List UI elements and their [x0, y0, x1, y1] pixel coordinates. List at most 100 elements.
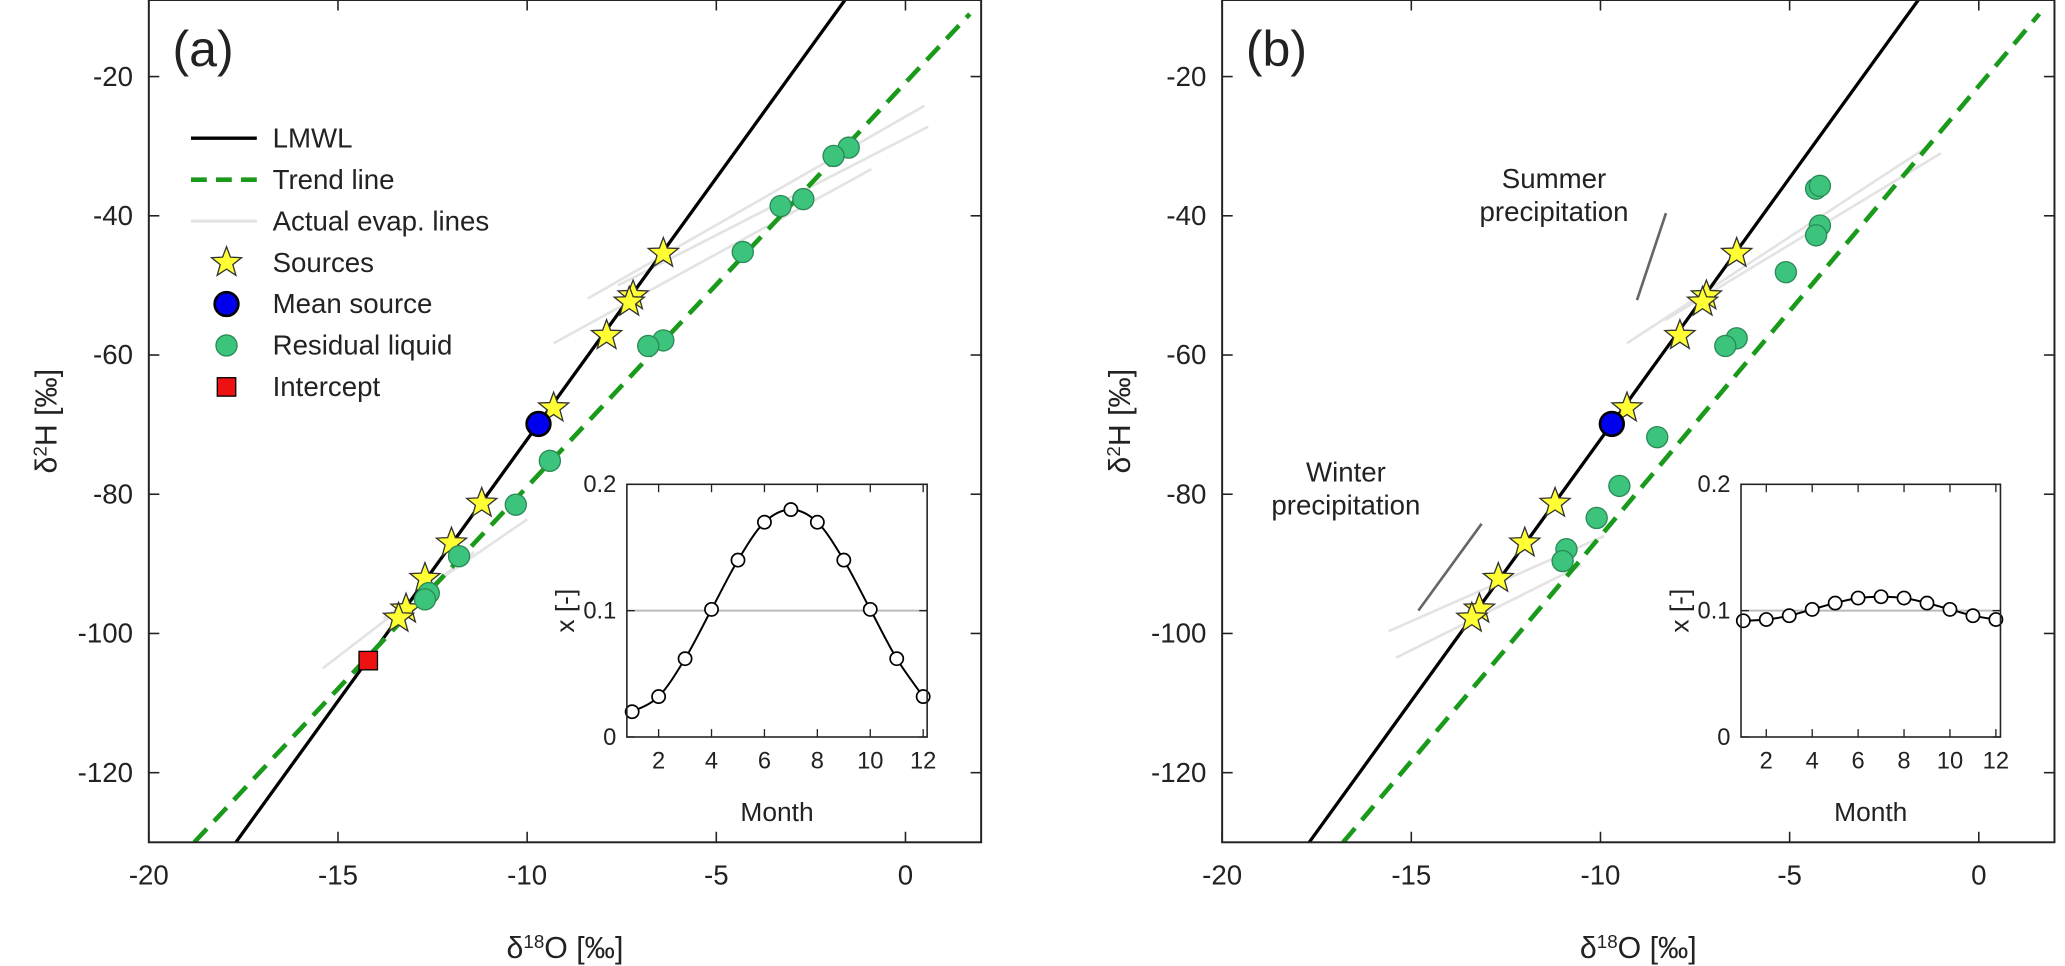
annotation: precipitation	[1480, 196, 1629, 227]
inset-marker	[1758, 612, 1774, 627]
annotation-line	[1635, 212, 1668, 301]
inset-x-tick-label: 2	[1760, 749, 1773, 775]
inset-marker	[730, 552, 746, 568]
inset-x-label: Month	[1834, 797, 1907, 827]
series-line	[192, 12, 972, 843]
residual-point	[538, 449, 562, 473]
intercept-square	[358, 650, 379, 671]
y-tick-label: -60	[1166, 339, 1206, 370]
plot-area	[1307, 0, 2042, 843]
series-line	[1341, 12, 2042, 843]
y-tick-label: -100	[78, 618, 133, 649]
legend-label: Trend line	[273, 164, 395, 195]
y-label-part: H [‰]	[1104, 369, 1137, 446]
source-star	[1610, 390, 1644, 423]
series-line	[1388, 144, 1942, 659]
mean-source	[525, 410, 552, 438]
inset-y-tick-label: 0	[603, 725, 616, 751]
source-star	[1663, 317, 1697, 350]
x-tick-label: -20	[1202, 859, 1242, 890]
legend-marker	[215, 334, 238, 357]
inset-y-label: x [-]	[550, 589, 580, 633]
residual-point	[1585, 506, 1608, 530]
inset-y-tick-label: 0.2	[583, 472, 616, 498]
y-tick-label: -40	[93, 200, 133, 231]
residual-point	[1808, 174, 1832, 198]
legend-marker	[216, 377, 237, 397]
y-label-part: δ	[31, 457, 64, 474]
legend-label: Mean source	[273, 288, 433, 319]
residual-point	[792, 187, 815, 211]
y-tick-label: -100	[1151, 618, 1206, 649]
legend-label: Intercept	[273, 371, 381, 402]
legend-label: Residual liquid	[273, 330, 453, 361]
inset-marker	[1827, 595, 1843, 611]
inset-y-tick-label: 0.1	[1698, 599, 1731, 625]
x-tick-label: -10	[1580, 859, 1620, 890]
inset-marker	[1735, 613, 1751, 629]
residual-point	[1714, 334, 1737, 358]
y-label-part: δ	[1104, 457, 1137, 474]
inset-marker	[1942, 601, 1958, 617]
x-tick-label: -10	[507, 859, 547, 890]
inset-x-tick-label: 2	[652, 749, 665, 775]
source-star	[536, 390, 571, 423]
plot-area	[192, 0, 972, 843]
inset-x-tick-label: 12	[910, 749, 936, 775]
x-tick-label: 0	[1971, 859, 1986, 890]
x-label-part: 18	[1597, 931, 1618, 952]
legend-label: LMWL	[273, 122, 353, 153]
inset-x-label: Month	[740, 797, 813, 827]
axes-frame	[147, 0, 983, 844]
residual-point	[1804, 224, 1828, 247]
residual-point	[1551, 549, 1574, 573]
inset-marker	[651, 689, 667, 705]
annotation-line	[1417, 523, 1483, 612]
panel-label: (a)	[173, 21, 234, 77]
residual-point	[447, 545, 471, 568]
inset-x-tick-label: 8	[811, 749, 824, 775]
x-tick-label: 0	[898, 859, 913, 890]
x-tick-label: -15	[1391, 859, 1431, 890]
source-star	[381, 600, 416, 633]
x-tick-label: -5	[1777, 859, 1802, 890]
inset-y-tick-label: 0.2	[1698, 472, 1731, 498]
source-star	[1719, 235, 1754, 268]
residual-point	[637, 334, 660, 358]
x-label: δ18O [‰]	[507, 931, 624, 965]
y-label: δ2H [‰]	[1102, 369, 1137, 474]
inset-x-tick-label: 6	[1852, 749, 1865, 775]
residual-point	[731, 240, 754, 264]
inset-marker	[1896, 590, 1912, 606]
inset-marker	[836, 552, 852, 568]
inset-marker	[704, 601, 719, 617]
y-tick-label: -120	[1151, 757, 1206, 788]
inset-marker	[1965, 608, 1981, 624]
legend-label: Sources	[273, 247, 374, 278]
legend-marker	[213, 290, 240, 318]
residual-point	[413, 588, 437, 611]
y-tick-label: -20	[1166, 61, 1206, 92]
inset-marker	[624, 704, 640, 720]
y-label-part: 2	[29, 446, 50, 456]
x-tick-label: -15	[318, 859, 358, 890]
source-star	[646, 235, 681, 268]
annotation: Winter	[1306, 457, 1386, 488]
source-star	[464, 485, 499, 518]
y-tick-label: -80	[1166, 478, 1206, 509]
residual-point	[769, 194, 792, 218]
legend-marker	[209, 244, 244, 277]
inset-marker	[1919, 595, 1935, 611]
source-star	[1481, 560, 1516, 593]
x-tick-label: -20	[129, 859, 169, 890]
inset-y-tick-label: 0	[1717, 725, 1730, 751]
inset-marker	[889, 651, 905, 667]
x-label-part: δ	[507, 932, 524, 965]
inset-marker	[1873, 589, 1889, 605]
inset-x-tick-label: 4	[705, 749, 718, 775]
x-tick-label: -5	[704, 859, 729, 890]
inset-marker	[809, 514, 825, 530]
y-label-part: H [‰]	[31, 369, 64, 446]
mean-source	[1598, 410, 1625, 438]
